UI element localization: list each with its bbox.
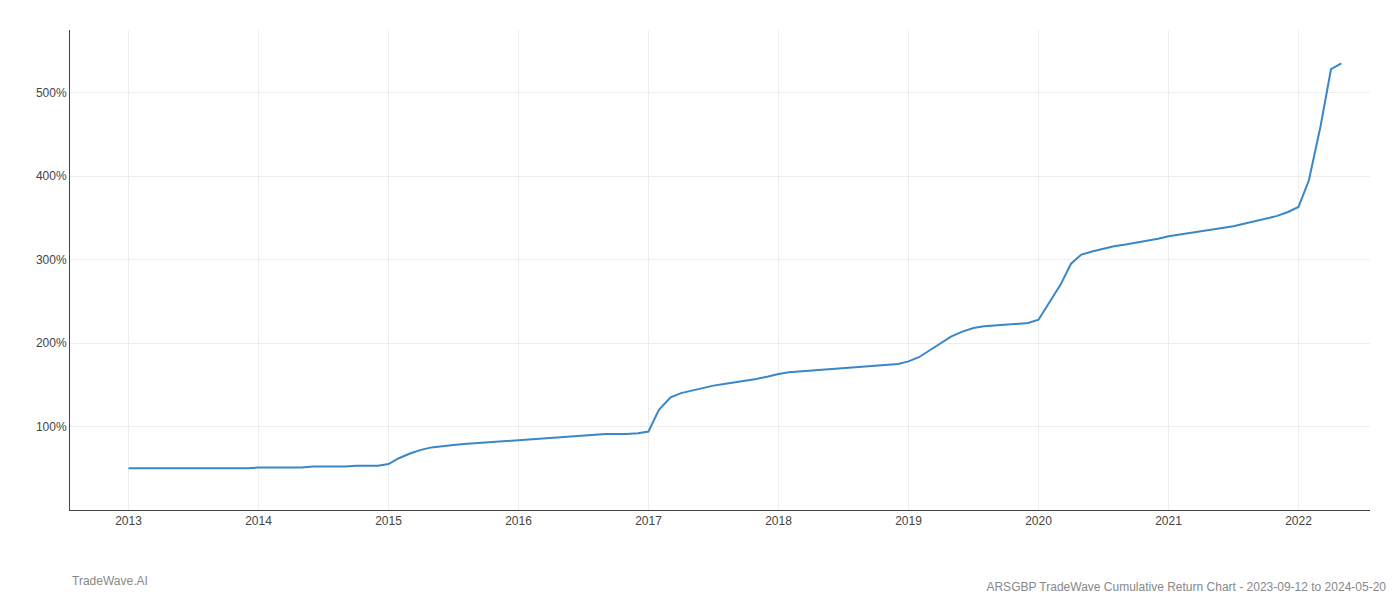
svg-text:500%: 500%	[36, 86, 67, 100]
svg-text:ARSGBP TradeWave Cumulative Re: ARSGBP TradeWave Cumulative Return Chart…	[986, 580, 1386, 594]
svg-text:2013: 2013	[115, 514, 142, 528]
svg-text:2020: 2020	[1025, 514, 1052, 528]
svg-text:2014: 2014	[245, 514, 272, 528]
svg-text:TradeWave.AI: TradeWave.AI	[72, 574, 148, 588]
svg-text:400%: 400%	[36, 169, 67, 183]
svg-text:2022: 2022	[1285, 514, 1312, 528]
svg-text:2015: 2015	[375, 514, 402, 528]
svg-text:200%: 200%	[36, 336, 67, 350]
svg-text:2021: 2021	[1155, 514, 1182, 528]
svg-text:300%: 300%	[36, 253, 67, 267]
svg-text:2019: 2019	[895, 514, 922, 528]
svg-text:100%: 100%	[36, 420, 67, 434]
svg-text:2016: 2016	[505, 514, 532, 528]
svg-text:2018: 2018	[765, 514, 792, 528]
svg-text:2017: 2017	[635, 514, 662, 528]
